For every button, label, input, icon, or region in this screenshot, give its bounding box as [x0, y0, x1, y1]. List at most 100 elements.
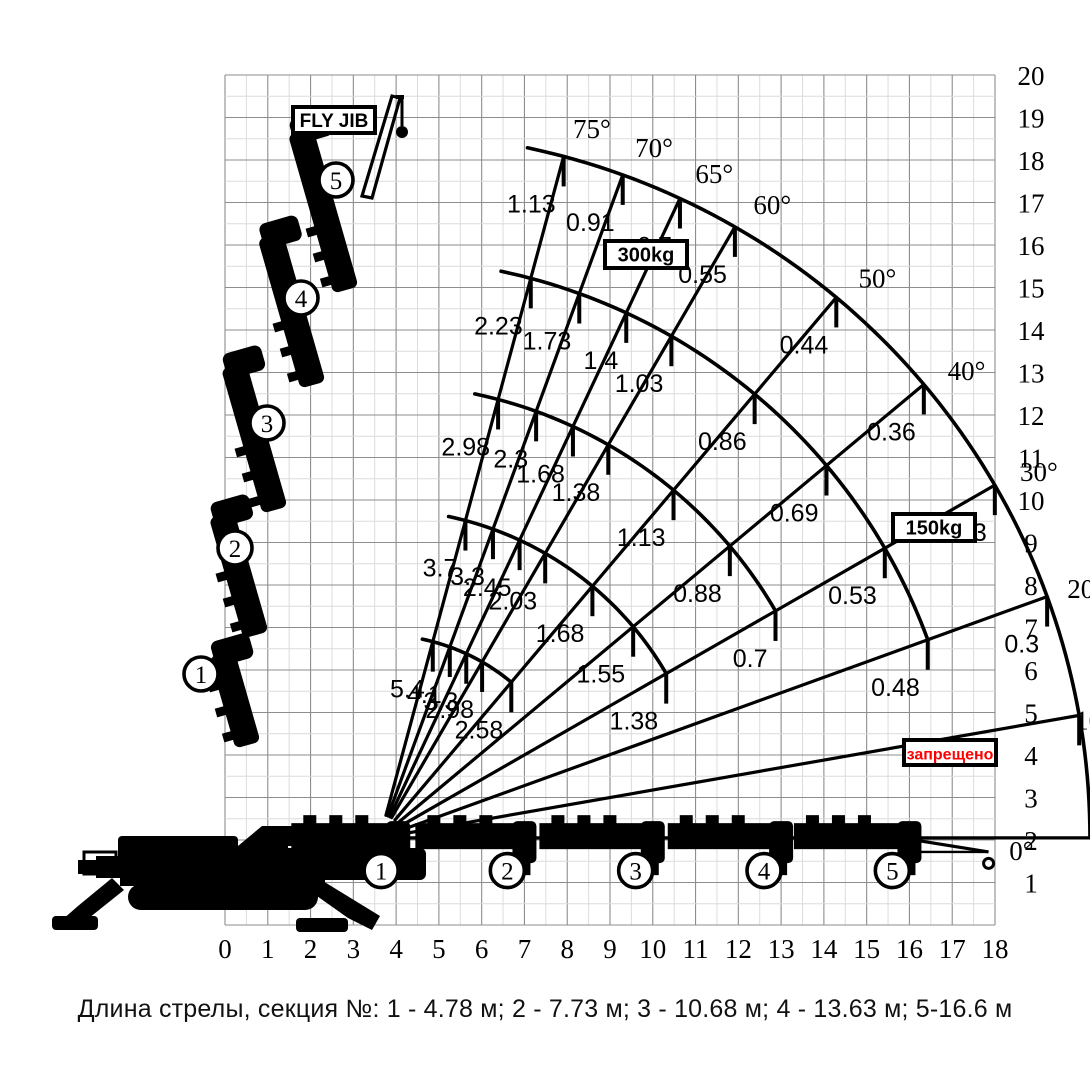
capacity-value-section-4-30: 0.53	[828, 582, 877, 610]
angle-label-75: 75°	[573, 114, 611, 144]
angle-label-70: 70°	[635, 133, 673, 163]
boom-beam	[210, 651, 260, 748]
capacity-value-section-1-65: 3.3	[424, 688, 459, 716]
y-tick-19: 19	[1018, 104, 1045, 134]
capacity-value-section-4-75: 2.23	[474, 312, 523, 340]
capacity-value-section-2-30: 1.38	[610, 708, 659, 736]
capacity-value-labels: 1.130.910.70.550.440.360.330.32.231.731.…	[390, 190, 1039, 744]
boom-head	[210, 633, 254, 667]
x-tick-4: 4	[389, 934, 403, 964]
x-tick-5: 5	[432, 934, 446, 964]
capacity-value-section-3-30: 0.7	[733, 645, 768, 673]
x-axis-labels: 0 1 2 3 4 5 6 7 8 9 10 11 12 13 14 15 16 17 18	[218, 934, 1008, 964]
y-tick-2: 2	[1024, 826, 1038, 856]
capacity-arc-section-3	[473, 392, 778, 613]
capacity-value-section-5-20: 0.3	[1004, 631, 1039, 659]
x-tick-16: 16	[896, 934, 923, 964]
capacity-value-section-5-50: 0.44	[780, 331, 829, 359]
y-tick-13: 13	[1018, 359, 1045, 389]
x-tick-18: 18	[982, 934, 1009, 964]
x-tick-10: 10	[639, 934, 666, 964]
y-tick-16: 16	[1018, 231, 1045, 261]
capacity-value-section-5-75: 1.13	[507, 190, 556, 218]
marker-number: 1	[375, 859, 388, 886]
chart-caption: Длина стрелы, секция №: 1 - 4.78 м; 2 - …	[77, 995, 1013, 1023]
section-marker-left-5: 5	[317, 161, 355, 199]
boxed-capacity-labels: FLY JIB 300kg 150kg запрещено	[291, 105, 998, 767]
boom-lug	[305, 226, 318, 238]
section-marker-left-4: 4	[282, 279, 320, 317]
y-tick-1: 1	[1024, 869, 1038, 899]
boom-angle-line-10	[401, 713, 1081, 836]
fly-jib-label-text: FLY JIB	[300, 111, 369, 132]
capacity-300kg-label-text: 300kg	[618, 245, 675, 267]
section-marker-bottom-3: 3	[616, 851, 655, 890]
boom-beam	[289, 129, 358, 293]
chart-grid	[224, 74, 996, 926]
capacity-value-section-5-70: 0.91	[566, 209, 615, 237]
boom-lug	[234, 446, 247, 458]
section-marker-bottom-1: 1	[362, 851, 400, 890]
boom-lug	[272, 321, 285, 333]
y-tick-5: 5	[1024, 699, 1038, 729]
boom-stack-1	[207, 633, 260, 748]
capacity-300kg-label: 300kg	[603, 239, 689, 270]
section-marker-left-1: 1	[182, 655, 220, 693]
capacity-value-section-1-75: 5.4	[390, 676, 425, 704]
fly-jib-outline	[359, 94, 408, 200]
capacity-value-section-3-60: 1.38	[552, 479, 601, 507]
capacity-value-section-3-70: 2.3	[493, 445, 528, 473]
marker-number: 4	[295, 286, 308, 313]
capacity-value-section-4-70: 1.73	[523, 328, 572, 356]
x-tick-9: 9	[603, 934, 617, 964]
y-tick-4: 4	[1024, 741, 1038, 771]
boom-head	[210, 494, 253, 528]
angle-label-40: 40°	[948, 356, 986, 386]
boom-lug	[241, 471, 254, 483]
capacity-value-section-2-60: 2.03	[489, 587, 538, 615]
angle-label-65: 65°	[695, 159, 733, 189]
angle-label-20: 20°	[1067, 574, 1090, 604]
y-tick-15: 15	[1018, 274, 1045, 304]
fly-jib-label: FLY JIB	[291, 105, 377, 135]
section-marker-left-2: 2	[216, 529, 254, 567]
y-tick-14: 14	[1018, 316, 1046, 346]
section-marker-bottom-5: 5	[873, 851, 912, 890]
x-tick-0: 0	[218, 934, 232, 964]
boom-angle-line-20	[400, 594, 1049, 832]
x-tick-6: 6	[475, 934, 489, 964]
capacity-value-section-2-65: 2.45	[463, 574, 512, 602]
x-tick-2: 2	[304, 934, 318, 964]
boom-lug	[319, 276, 332, 288]
y-tick-11: 11	[1018, 444, 1044, 474]
x-tick-7: 7	[518, 934, 532, 964]
y-tick-10: 10	[1018, 486, 1045, 516]
marker-number: 1	[195, 662, 208, 689]
capacity-value-section-4-20: 0.48	[871, 674, 920, 702]
boom-lug	[221, 731, 234, 743]
boom-lug	[248, 496, 261, 508]
capacity-value-section-1-60: 2.98	[425, 696, 474, 724]
boom-lug	[279, 346, 292, 358]
boom-beam	[222, 363, 287, 513]
y-tick-3: 3	[1024, 784, 1038, 814]
arc-tick-stubs	[430, 156, 1082, 746]
angle-label-50: 50°	[859, 264, 897, 294]
boom-head	[222, 345, 266, 379]
boom-lug	[214, 706, 227, 718]
capacity-value-section-1-70: 4.1	[407, 681, 442, 709]
section-marker-bottom-4: 4	[745, 851, 783, 890]
capacity-value-section-4-60: 1.03	[615, 370, 664, 398]
boom-stack-3	[222, 345, 287, 513]
boom-angle-line-70	[386, 173, 625, 818]
marker-number: 2	[501, 859, 514, 886]
x-tick-17: 17	[939, 934, 966, 964]
angle-label-60: 60°	[753, 190, 791, 220]
x-tick-11: 11	[683, 934, 709, 964]
x-tick-3: 3	[347, 934, 361, 964]
capacity-value-section-4-65: 1.4	[584, 347, 619, 375]
y-tick-6: 6	[1024, 656, 1038, 686]
